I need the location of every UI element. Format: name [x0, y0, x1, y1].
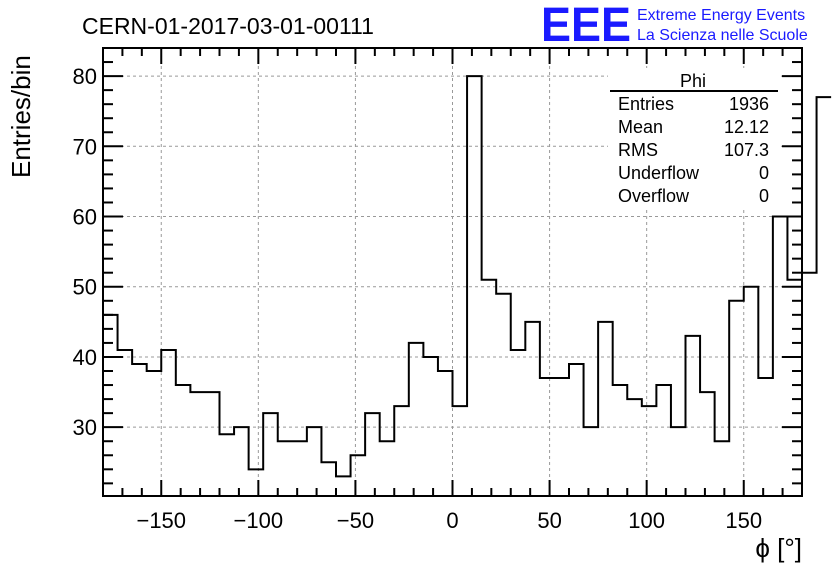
y-tick-label: 60	[73, 205, 97, 230]
x-tick-label: −100	[234, 508, 284, 533]
stats-row-value: 12.12	[724, 117, 769, 137]
x-tick-label: 100	[628, 508, 665, 533]
stats-row-value: 1936	[729, 94, 769, 114]
x-tick-label: −150	[136, 508, 186, 533]
stats-row-value: 107.3	[724, 140, 769, 160]
x-tick-label: −50	[337, 508, 374, 533]
x-tick-label: 50	[537, 508, 561, 533]
x-tick-label: 150	[725, 508, 762, 533]
stats-row-label: Overflow	[618, 186, 690, 206]
stats-rows: Entries 1936 Mean 12.12 RMS 107.3 Underflow 0 Ov…	[618, 94, 769, 206]
stats-row-label: Entries	[618, 94, 674, 114]
x-tick-label: 0	[446, 508, 458, 533]
y-tick-label: 70	[73, 134, 97, 159]
logo-line-2: La Scienza nelle Scuole	[637, 27, 808, 44]
eee-logo: EEE	[541, 0, 631, 52]
stats-row-value: 0	[759, 186, 769, 206]
stats-row-value: 0	[759, 163, 769, 183]
tick-labels: −150 −100 −50 0 50 100 150 30 40 50 60 70 80	[73, 64, 763, 533]
y-tick-label: 80	[73, 64, 97, 89]
stats-row-label: RMS	[618, 140, 658, 160]
axis-ticks	[102, 47, 803, 496]
histogram-series	[103, 75, 832, 478]
stats-row-label: Mean	[618, 117, 663, 137]
y-tick-label: 50	[73, 275, 97, 300]
y-axis-title: Entries/bin	[6, 55, 36, 178]
stats-title: Phi	[680, 71, 706, 91]
x-axis-title: ϕ [°]	[755, 533, 802, 563]
y-tick-label: 30	[73, 415, 97, 440]
stats-row-label: Underflow	[618, 163, 700, 183]
run-title: CERN-01-2017-03-01-00111	[82, 13, 374, 39]
y-tick-label: 40	[73, 345, 97, 370]
stats-box: Phi Entries 1936 Mean 12.12 RMS 107.3 Underflo…	[608, 68, 778, 208]
logo-line-1: Extreme Energy Events	[637, 7, 805, 24]
